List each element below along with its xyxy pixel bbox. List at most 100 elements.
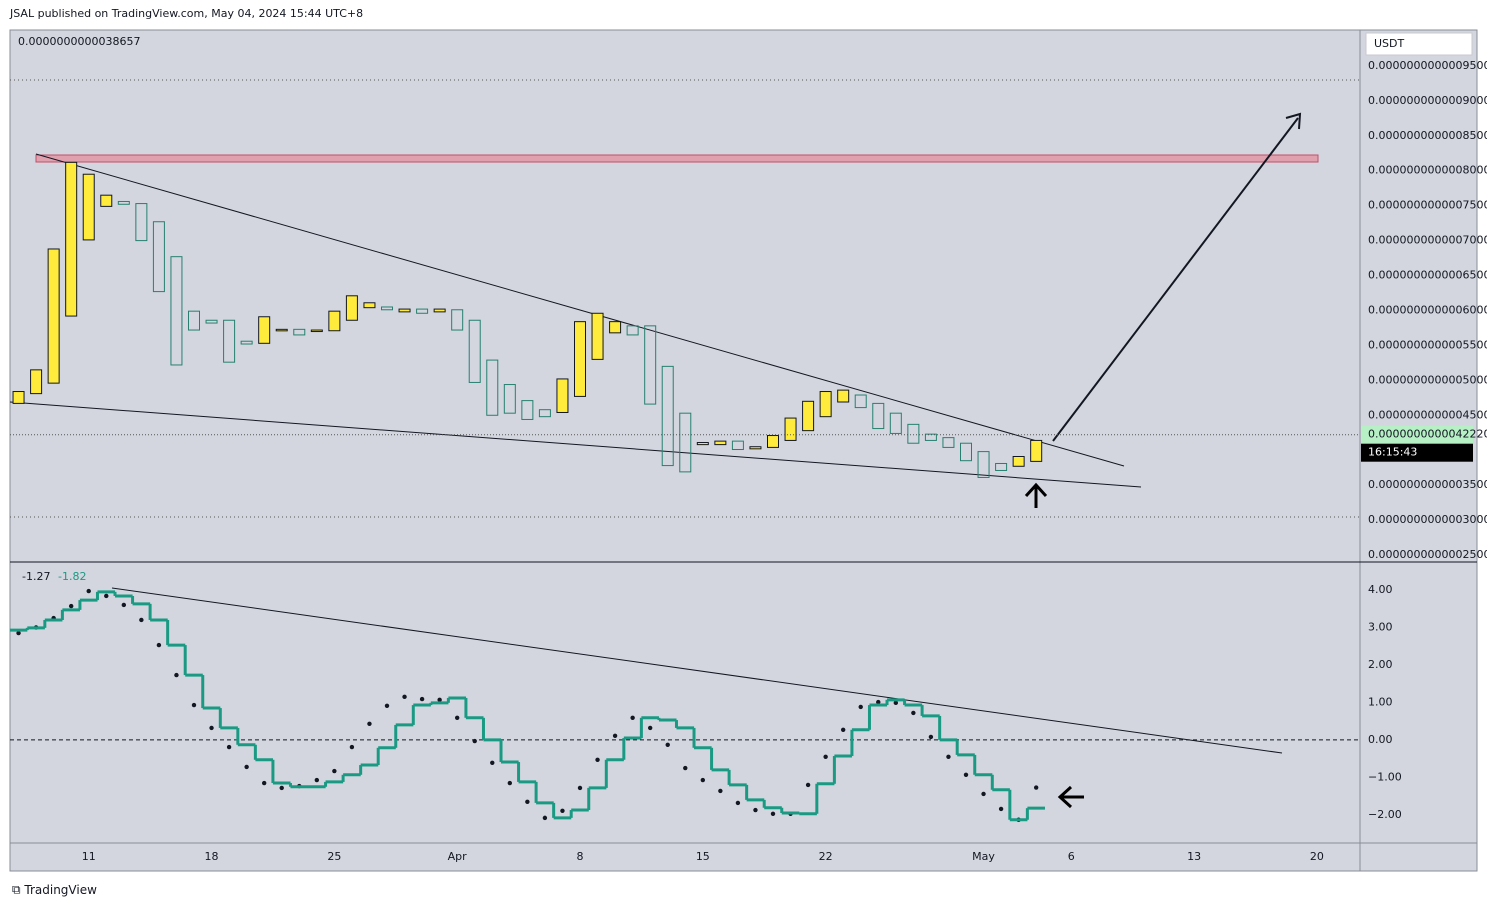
candle <box>433 308 446 313</box>
y-tick-label: 0.00000000000090000 <box>1368 94 1487 107</box>
candle <box>696 442 709 446</box>
arrow-head <box>1285 112 1302 130</box>
candle <box>398 308 411 313</box>
dot <box>454 715 460 721</box>
candle <box>1012 455 1025 467</box>
candle <box>468 319 481 383</box>
candle <box>135 203 148 242</box>
candle <box>328 310 341 332</box>
candle <box>486 359 499 416</box>
candle <box>12 391 25 404</box>
candle <box>30 369 43 395</box>
y-tick-label: 0.00000000000045000 <box>1368 408 1487 421</box>
candle <box>924 433 937 441</box>
dot <box>665 742 670 747</box>
candle <box>872 402 885 430</box>
candle <box>310 329 323 333</box>
countdown-box <box>1361 443 1473 462</box>
dot <box>893 700 899 706</box>
candle <box>942 437 955 448</box>
trendline <box>9 401 1142 488</box>
dot <box>560 808 565 813</box>
dot <box>261 780 267 786</box>
dot <box>542 815 548 821</box>
dot <box>647 725 653 731</box>
price-label: 0.00000000000422201 <box>1368 428 1487 441</box>
y-tick-label: 3.00 <box>1368 620 1393 633</box>
x-tick-label: 6 <box>1068 850 1075 863</box>
dot <box>437 697 442 703</box>
candle <box>767 435 779 448</box>
candle <box>503 384 516 414</box>
x-tick-label: 13 <box>1187 850 1201 863</box>
price-label-box <box>1361 425 1473 444</box>
candle <box>802 400 815 432</box>
x-tick-label: Apr <box>448 850 468 863</box>
candle <box>644 325 657 405</box>
candle <box>591 312 604 360</box>
trendline <box>111 587 1283 754</box>
chart-frame <box>9 29 1478 872</box>
dot <box>121 602 127 608</box>
dot <box>507 780 513 786</box>
dot <box>770 811 776 816</box>
candle <box>188 310 200 331</box>
dot <box>718 788 723 794</box>
y-tick-label: 0.00000000000080000 <box>1368 164 1487 177</box>
candle <box>100 194 113 207</box>
candle <box>977 451 990 478</box>
y-tick-label: 0.00000000000095000 <box>1368 59 1487 72</box>
candle <box>819 391 832 418</box>
candle <box>731 440 744 451</box>
x-tick-label: 20 <box>1310 850 1324 863</box>
x-tick-label: 11 <box>82 850 96 863</box>
candle <box>749 446 762 450</box>
candle <box>960 442 972 462</box>
candle <box>363 302 376 309</box>
dot <box>244 764 249 770</box>
dot <box>16 630 21 636</box>
candle <box>538 409 551 418</box>
candle <box>47 248 60 384</box>
candle <box>907 423 920 444</box>
legend-value: -1.82 <box>58 570 86 583</box>
dot <box>367 721 372 727</box>
y-tick-label: 0.00000000000065000 <box>1368 269 1487 282</box>
y-tick-label: 4.00 <box>1368 583 1393 596</box>
dot <box>472 738 477 744</box>
dot <box>981 791 986 797</box>
candle <box>574 321 586 397</box>
x-tick-label: May <box>972 850 995 863</box>
up-arrow <box>1024 482 1048 508</box>
candle <box>275 328 288 332</box>
dot <box>384 703 390 709</box>
x-tick-label: 15 <box>696 850 710 863</box>
dot <box>700 777 706 783</box>
dot <box>419 696 425 702</box>
y-tick-label: 0.00000000000055000 <box>1368 338 1487 351</box>
dot <box>823 754 828 759</box>
dot <box>174 672 179 678</box>
currency-box <box>1365 32 1473 56</box>
y-tick-label: 0.00000000000025000 <box>1368 548 1487 561</box>
candle <box>784 417 797 441</box>
dot <box>490 760 495 765</box>
x-tick-label: 25 <box>327 850 341 863</box>
dot <box>104 593 109 599</box>
footer-text: TradingView <box>23 883 97 897</box>
x-tick-label: 22 <box>819 850 833 863</box>
y-tick-label: 0.00000000000075000 <box>1368 199 1487 212</box>
dot <box>876 699 881 705</box>
y-tick-label: 2.00 <box>1368 658 1393 671</box>
dot <box>314 777 320 783</box>
currency: USDT <box>1374 37 1405 50</box>
dot <box>1033 785 1039 790</box>
candle <box>714 440 727 446</box>
candle <box>82 173 95 241</box>
dot <box>209 725 214 731</box>
x-tick-label: 18 <box>205 850 219 863</box>
candle <box>626 325 639 336</box>
candle <box>451 309 464 331</box>
trendline <box>35 153 1125 467</box>
top-left-label: 0.0000000000038657 <box>18 35 140 48</box>
